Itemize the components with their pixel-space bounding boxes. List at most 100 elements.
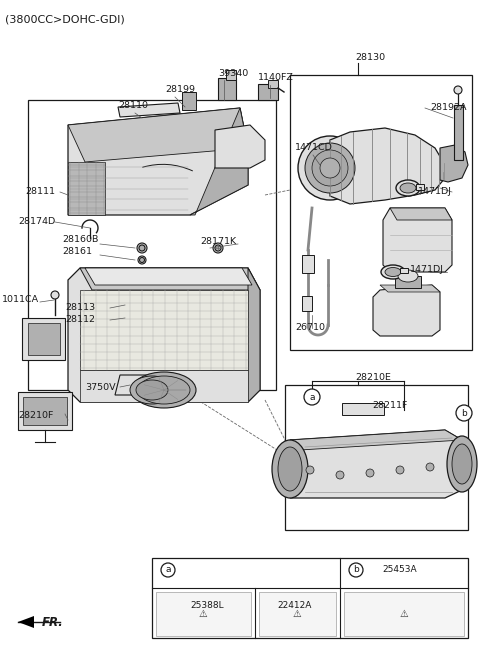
Text: (3800CC>DOHC-GDI): (3800CC>DOHC-GDI) [5, 15, 125, 25]
Bar [416, 184, 424, 190]
Circle shape [140, 258, 144, 262]
Bar [28, 100, 276, 390]
Ellipse shape [381, 265, 405, 279]
Text: a: a [165, 566, 171, 574]
Bar [454, 105, 463, 160]
Polygon shape [190, 108, 248, 215]
Text: 28171K: 28171K [200, 238, 236, 247]
Text: a: a [309, 393, 315, 402]
Text: 28174D: 28174D [18, 217, 55, 227]
Circle shape [396, 466, 404, 474]
Text: 1011CA: 1011CA [2, 296, 39, 305]
Polygon shape [68, 108, 248, 215]
Circle shape [305, 143, 355, 193]
Text: 22412A: 22412A [278, 602, 312, 611]
Polygon shape [248, 268, 260, 402]
Circle shape [51, 291, 59, 299]
Text: 28161: 28161 [62, 247, 92, 256]
Circle shape [349, 563, 363, 577]
Bar [400, 268, 408, 273]
Text: 28210E: 28210E [355, 372, 391, 381]
Ellipse shape [385, 268, 401, 277]
Polygon shape [390, 208, 452, 220]
Bar [344, 592, 464, 636]
Text: b: b [461, 408, 467, 417]
Bar [290, 75, 472, 350]
Text: FR.: FR. [42, 615, 64, 628]
Polygon shape [68, 108, 248, 162]
Polygon shape [80, 290, 248, 370]
Text: ⚠: ⚠ [400, 609, 408, 619]
Circle shape [320, 158, 340, 178]
Ellipse shape [447, 436, 477, 492]
Bar [268, 80, 278, 88]
Text: 1471DJ: 1471DJ [410, 266, 444, 275]
Circle shape [366, 469, 374, 477]
Polygon shape [440, 145, 468, 182]
Polygon shape [373, 285, 440, 336]
Bar [226, 70, 236, 80]
Ellipse shape [136, 380, 168, 400]
Polygon shape [85, 268, 252, 285]
Ellipse shape [132, 372, 196, 408]
Text: 28130: 28130 [355, 53, 385, 61]
Text: 28113: 28113 [65, 303, 95, 312]
Text: 28110: 28110 [118, 102, 148, 111]
Text: 28210F: 28210F [18, 411, 53, 419]
Bar [258, 84, 278, 100]
Circle shape [213, 243, 223, 253]
Ellipse shape [138, 376, 190, 404]
Bar [342, 403, 384, 415]
Ellipse shape [400, 183, 416, 193]
Polygon shape [330, 128, 445, 204]
Text: 28160B: 28160B [62, 236, 98, 245]
Bar [156, 592, 251, 636]
Text: 1471DJ: 1471DJ [418, 187, 452, 197]
Text: 39340: 39340 [218, 68, 248, 77]
Text: 1140FZ: 1140FZ [258, 74, 294, 83]
Polygon shape [22, 318, 65, 360]
Ellipse shape [278, 447, 302, 491]
Text: 28192A: 28192A [430, 102, 467, 111]
Circle shape [454, 86, 462, 94]
Bar [218, 78, 236, 100]
Text: ⚠: ⚠ [199, 609, 207, 619]
Polygon shape [215, 125, 265, 168]
Ellipse shape [398, 270, 418, 282]
Bar [302, 296, 312, 311]
Polygon shape [68, 268, 260, 402]
Circle shape [215, 245, 221, 251]
Circle shape [139, 245, 145, 251]
Bar [182, 92, 196, 110]
Text: 25388L: 25388L [190, 602, 224, 611]
Circle shape [306, 466, 314, 474]
Polygon shape [18, 616, 34, 628]
Circle shape [161, 563, 175, 577]
Polygon shape [383, 208, 452, 272]
Text: 3750V: 3750V [85, 383, 116, 393]
Text: 28111: 28111 [25, 187, 55, 197]
Polygon shape [290, 430, 462, 450]
Circle shape [312, 150, 348, 186]
Ellipse shape [396, 180, 420, 196]
Text: ⚠: ⚠ [293, 609, 301, 619]
Text: 28112: 28112 [65, 316, 95, 324]
Circle shape [456, 405, 472, 421]
Ellipse shape [130, 376, 174, 404]
Text: 28199: 28199 [165, 85, 195, 94]
Polygon shape [115, 375, 185, 395]
Bar [152, 558, 468, 638]
Bar [302, 255, 314, 273]
Text: 25453A: 25453A [383, 566, 417, 574]
Circle shape [336, 471, 344, 479]
Circle shape [304, 389, 320, 405]
Polygon shape [18, 392, 72, 430]
Polygon shape [118, 103, 180, 117]
Polygon shape [380, 285, 440, 292]
Polygon shape [290, 430, 465, 498]
Text: 1471CD: 1471CD [295, 143, 333, 152]
Circle shape [426, 463, 434, 471]
Polygon shape [23, 397, 67, 425]
Ellipse shape [452, 444, 472, 484]
Bar [285, 385, 468, 530]
